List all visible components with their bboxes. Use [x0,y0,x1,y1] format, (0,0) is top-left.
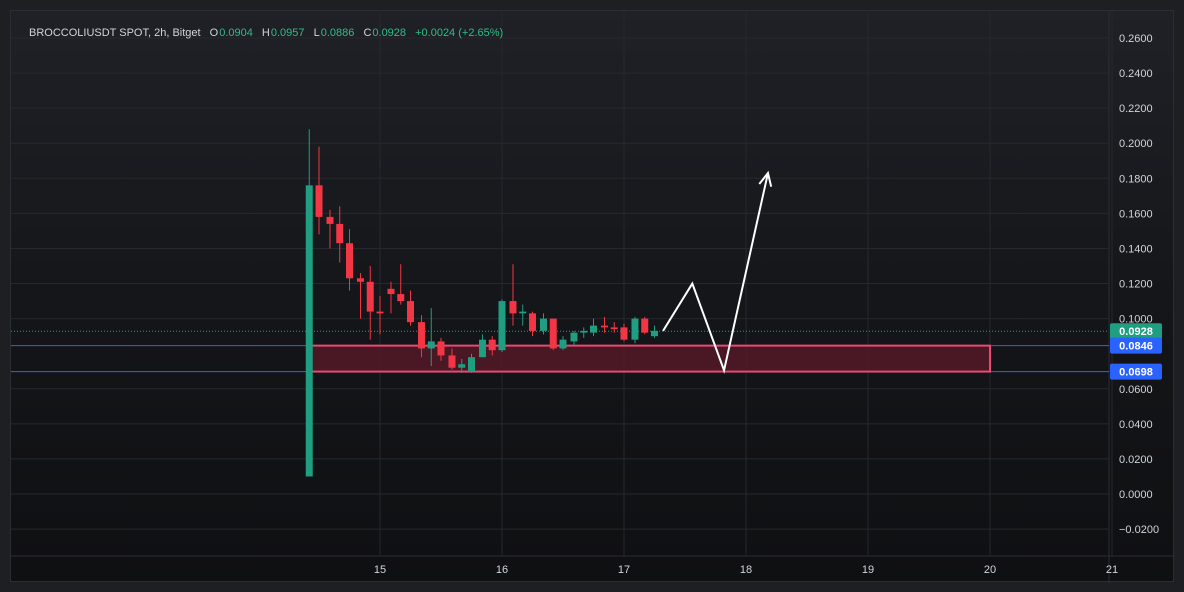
y-tick-label: 0.2000 [1119,138,1153,150]
y-tick-label: −0.0200 [1119,524,1159,536]
candle-body [366,281,374,312]
y-tick-label: 0.0000 [1119,489,1153,501]
candle-body [346,243,353,279]
support-zone [308,344,991,373]
candle-body [590,325,597,333]
candle-body [519,311,527,314]
x-tick-label: 21 [1106,564,1118,576]
chart-panel: 0.2600 0.2400 0.2200 0.2000 0.1800 0.1600 0.14… [10,10,1175,583]
price-axis-label-bg [1110,337,1162,354]
candle-body [305,185,313,477]
candle-body [620,327,628,340]
candle-body [478,339,486,358]
candle-body [448,355,456,368]
open-label: O [209,27,219,39]
y-tick-label: 0.1000 [1119,314,1153,326]
y-tick-label: 0.0400 [1119,419,1153,431]
price-axis-label: 0.0846 [1119,341,1153,353]
candle-body [529,313,536,331]
candle-body [559,339,567,349]
close-value: 0.0928 [372,27,407,39]
candle-body [600,325,608,328]
y-tick-label: 0.2400 [1119,68,1153,80]
x-tick-label: 18 [740,564,752,576]
price-axis-label-bg [1110,323,1162,340]
x-tick-label: 15 [374,564,386,576]
candle-body [651,330,658,337]
x-tick-label: 17 [618,564,630,576]
candle-body [427,341,435,349]
open-value: 0.0904 [219,27,253,39]
y-tick-label: 0.1800 [1119,173,1153,185]
symbol-header: BROCCOLIUSDT SPOT, 2h, Bitget O0.0904 H0… [29,27,509,39]
candle-body [641,318,649,333]
high-value: 0.0957 [270,27,305,39]
candle-body [407,301,414,323]
candle-body [356,278,364,282]
candle-body [315,185,323,217]
y-tick-label: 0.0600 [1119,384,1153,396]
candle-body [376,311,384,314]
projection-arrowhead [758,170,773,187]
high-label: H [261,27,270,39]
price-axis-label-bg [1110,363,1162,380]
candle-body [631,318,639,340]
x-tick-label: 16 [496,564,508,576]
candle-body [498,301,506,351]
candle-body [488,339,496,351]
y-tick-label: 0.2600 [1119,33,1153,45]
low-value: 0.0886 [320,27,355,39]
candle-body [580,330,588,333]
candle-body [336,223,344,244]
projection-path [662,172,769,374]
symbol-title: BROCCOLIUSDT SPOT, 2h, Bitget [29,27,201,39]
close-label: C [363,27,372,39]
candle-body [539,318,547,331]
y-tick-label: 0.1400 [1119,243,1153,255]
y-tick-label: 0.0200 [1119,454,1153,466]
price-axis-label: 0.0928 [1119,326,1153,338]
x-tick-label: 19 [862,564,874,576]
low-label: L [313,27,320,39]
y-tick-label: 0.1200 [1119,279,1153,291]
candle-body [387,288,395,295]
y-tick-label: 0.1600 [1119,208,1153,220]
candle-body [458,364,466,368]
candle-body [397,294,405,302]
x-tick-label: 20 [984,564,996,576]
candle-body [549,318,557,349]
price-axis-label: 0.0698 [1119,367,1153,379]
candle-body [468,357,475,372]
candle-body [437,341,445,356]
candle-body [509,301,517,314]
candle-body [610,327,618,330]
change-value: +0.0024 (+2.65%) [415,27,504,39]
candle-body [417,322,425,349]
candle-body [570,332,578,342]
candle-body [326,216,334,224]
y-tick-label: 0.2200 [1119,103,1153,115]
chart-canvas[interactable]: 0.2600 0.2400 0.2200 0.2000 0.1800 0.1600 0.14… [11,11,1175,583]
